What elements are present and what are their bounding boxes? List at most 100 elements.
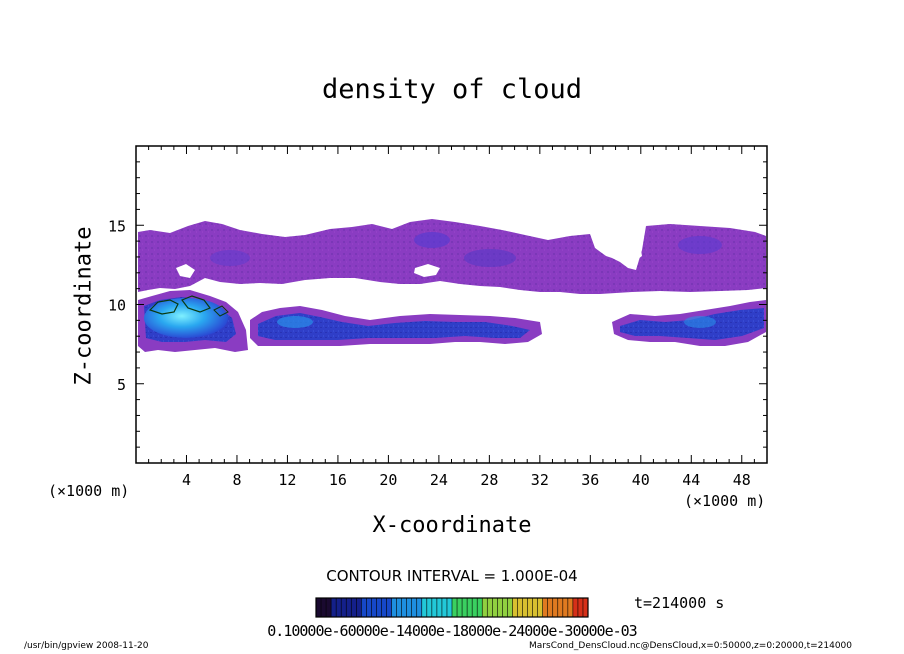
colorbar-segment bbox=[507, 598, 513, 617]
colorbar-segment bbox=[431, 598, 438, 617]
colorbar-segment bbox=[351, 598, 357, 617]
upper-cloud-dense-patch bbox=[678, 236, 722, 254]
colorbar-segment bbox=[517, 598, 523, 617]
colorbar-segment bbox=[361, 598, 367, 617]
colorbar-segment bbox=[386, 598, 392, 617]
x-unit-label-left: (×1000 m) bbox=[48, 482, 130, 500]
x-axis-label: X-coordinate bbox=[372, 513, 532, 538]
colorbar-segment bbox=[341, 598, 347, 617]
colorbar-segment bbox=[467, 598, 473, 617]
y-tick-label: 10 bbox=[108, 297, 126, 315]
x-tick-label: 8 bbox=[232, 471, 241, 489]
colorbar-segment bbox=[522, 598, 528, 617]
colorbar-segment bbox=[391, 598, 397, 617]
colorbar-segment bbox=[452, 598, 458, 617]
footer-program: /usr/bin/gpview 2008-11-20 bbox=[24, 641, 149, 651]
y-axis-label: Z-coordinate bbox=[71, 226, 97, 386]
y-tick-label: 5 bbox=[117, 376, 126, 394]
colorbar-segment bbox=[477, 598, 483, 617]
colorbar-level-labels: 0.10000e-60000e-14000e-18000e-24000e-300… bbox=[267, 622, 637, 640]
x-tick-label: 4 bbox=[182, 471, 191, 489]
x-tick-label: 48 bbox=[733, 471, 751, 489]
colorbar-segment bbox=[552, 598, 559, 617]
colorbar-segment bbox=[527, 598, 533, 617]
contour-line bbox=[148, 299, 179, 315]
chart-title: density of cloud bbox=[321, 74, 583, 105]
colorbar-segment bbox=[512, 598, 518, 617]
colorbar-segment bbox=[487, 598, 493, 617]
contour-line bbox=[213, 305, 229, 317]
colorbar-segment bbox=[582, 598, 589, 617]
time-label: t=214000 s bbox=[634, 594, 725, 612]
density-maximum-region bbox=[684, 316, 716, 328]
colorbar-segment bbox=[426, 598, 433, 617]
colorbar-segment bbox=[547, 598, 554, 617]
colorbar-segment bbox=[381, 598, 387, 617]
colorbar-segment bbox=[472, 598, 478, 617]
x-tick-label: 28 bbox=[480, 471, 498, 489]
density-maximum-region bbox=[277, 316, 313, 328]
colorbar-segment bbox=[346, 598, 352, 617]
upper-cloud-dense-patch bbox=[414, 232, 450, 248]
footer-source: MarsCond_DensCloud.nc@DensCloud,x=0:5000… bbox=[529, 641, 852, 651]
upper-cloud-dense-patch bbox=[464, 249, 516, 267]
colorbar-segment bbox=[482, 598, 488, 617]
x-tick-label: 36 bbox=[581, 471, 599, 489]
upper-cloud-layer bbox=[138, 219, 766, 294]
colorbar-segment bbox=[572, 598, 579, 617]
colorbar-segment bbox=[366, 598, 372, 617]
x-unit-label-right: (×1000 m) bbox=[684, 492, 766, 510]
x-tick-label: 12 bbox=[278, 471, 296, 489]
colorbar-segment bbox=[376, 598, 382, 617]
contour-line bbox=[181, 295, 211, 313]
colorbar-segment bbox=[336, 598, 342, 617]
upper-cloud-gap bbox=[414, 264, 440, 277]
colorbar-segment bbox=[532, 598, 538, 617]
plot-border bbox=[135, 145, 768, 464]
colorbar-segment bbox=[416, 598, 423, 617]
colorbar-segment bbox=[537, 598, 543, 617]
colorbar-segment bbox=[562, 598, 569, 617]
colorbar-segment bbox=[462, 598, 468, 617]
lower-cloud-layer bbox=[138, 290, 766, 352]
colorbar-border bbox=[315, 597, 589, 618]
colorbar-segment bbox=[371, 598, 377, 617]
plot-area bbox=[138, 219, 766, 352]
colorbar-segment bbox=[411, 598, 418, 617]
x-tick-label: 44 bbox=[682, 471, 700, 489]
colorbar-segment bbox=[396, 598, 402, 617]
colorbar-segment bbox=[331, 598, 337, 617]
colorbar-segment bbox=[542, 598, 549, 617]
colorbar-segment bbox=[326, 598, 332, 617]
upper-cloud-gap bbox=[598, 236, 642, 262]
upper-cloud-dense-patch bbox=[210, 250, 250, 266]
contour-interval-label: CONTOUR INTERVAL = 1.000E-04 bbox=[326, 567, 578, 585]
x-tick-label: 24 bbox=[430, 471, 448, 489]
colorbar-segment bbox=[492, 598, 498, 617]
x-tick-label: 40 bbox=[632, 471, 650, 489]
colorbar-segment bbox=[356, 598, 362, 617]
plot-frame bbox=[135, 145, 768, 464]
colorbar-segment bbox=[497, 598, 503, 617]
upper-cloud-gap bbox=[176, 264, 195, 278]
y-axis: 5 10 15 bbox=[108, 161, 767, 448]
colorbar-segment bbox=[406, 598, 413, 617]
x-tick-label: 20 bbox=[379, 471, 397, 489]
x-axis: 4 8 12 16 20 24 28 32 36 40 44 48 bbox=[148, 146, 755, 489]
x-tick-label: 16 bbox=[329, 471, 347, 489]
colorbar-segment bbox=[401, 598, 407, 617]
colorbar-segment bbox=[446, 598, 453, 617]
density-maximum-region bbox=[144, 298, 228, 338]
colorbar-segment bbox=[502, 598, 508, 617]
colorbar-segment bbox=[436, 598, 443, 617]
x-tick-label: 32 bbox=[531, 471, 549, 489]
colorbar bbox=[315, 597, 589, 618]
colorbar-segment bbox=[577, 598, 584, 617]
colorbar-segment bbox=[441, 598, 448, 617]
y-tick-label: 15 bbox=[108, 217, 126, 235]
colorbar-segment bbox=[557, 598, 564, 617]
colorbar-segment bbox=[316, 598, 322, 617]
colorbar-segment bbox=[457, 598, 463, 617]
colorbar-segment bbox=[421, 598, 428, 617]
